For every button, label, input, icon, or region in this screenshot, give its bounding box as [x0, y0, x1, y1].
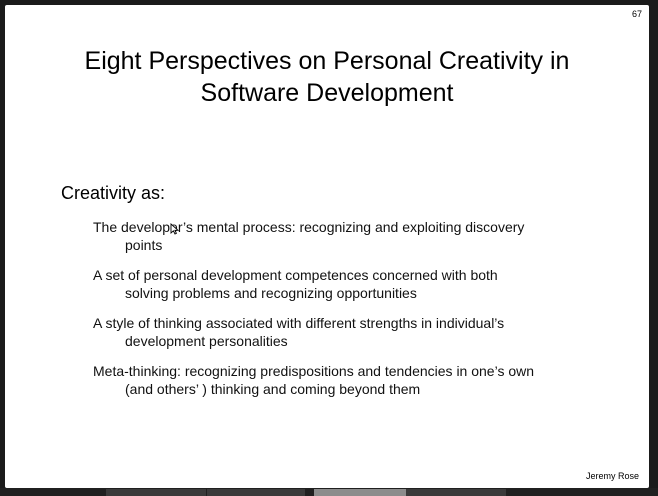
bullet-list: The developer’s mental process: recogniz… — [93, 218, 613, 410]
video-tile[interactable] — [106, 489, 206, 496]
slide-title-line-2: Software Development — [200, 79, 454, 107]
author-name: Jeremy Rose — [585, 471, 639, 481]
pointer-cursor-icon — [170, 223, 180, 235]
bullet-item: Meta-thinking: recognizing predispositio… — [93, 362, 613, 398]
bullet-continuation: (and others’ ) thinking and coming beyon… — [125, 381, 421, 397]
video-tile[interactable] — [406, 489, 506, 496]
bullet-line: The developer’s mental process: recogniz… — [93, 219, 525, 235]
bullet-continuation: solving problems and recognizing opportu… — [125, 285, 417, 301]
slide-title: Eight Perspectives on Personal Creativit… — [5, 45, 649, 109]
bullet-item: A set of personal development competence… — [93, 266, 613, 302]
bullet-line: A set of personal development competence… — [93, 267, 498, 283]
bullet-line: A style of thinking associated with diff… — [93, 315, 505, 331]
bullet-continuation: points — [125, 237, 163, 253]
video-thumbnail[interactable] — [314, 489, 406, 496]
bullet-item: A style of thinking associated with diff… — [93, 314, 613, 350]
slide-title-line-1: Eight Perspectives on Personal Creativit… — [84, 47, 570, 75]
bullet-item: The developer’s mental process: recogniz… — [93, 218, 613, 254]
video-tile[interactable] — [207, 489, 305, 496]
bullet-continuation: development personalities — [125, 333, 288, 349]
bullet-line: Meta-thinking: recognizing predispositio… — [93, 363, 535, 379]
section-heading: Creativity as: — [61, 183, 166, 203]
slide-number: 67 — [631, 9, 642, 19]
presentation-slide: 67 Eight Perspectives on Personal Creati… — [5, 5, 649, 488]
